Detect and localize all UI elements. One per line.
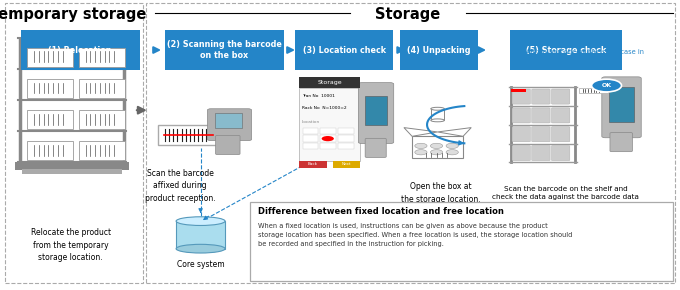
Text: OK: OK — [602, 83, 611, 88]
Text: Location: Location — [302, 120, 320, 124]
FancyBboxPatch shape — [610, 133, 632, 152]
FancyBboxPatch shape — [532, 108, 550, 123]
FancyBboxPatch shape — [216, 135, 240, 155]
Bar — [15, 162, 129, 170]
Polygon shape — [438, 128, 471, 136]
FancyBboxPatch shape — [551, 89, 570, 104]
Bar — [303, 135, 318, 142]
Polygon shape — [404, 128, 438, 136]
Bar — [320, 143, 336, 149]
FancyBboxPatch shape — [20, 30, 139, 70]
Text: Next: Next — [341, 162, 351, 166]
Bar — [79, 48, 125, 67]
Text: (1) Relocation: (1) Relocation — [48, 46, 112, 55]
FancyBboxPatch shape — [512, 108, 530, 123]
FancyBboxPatch shape — [358, 83, 394, 144]
Bar — [320, 135, 336, 142]
Bar — [215, 113, 242, 128]
Bar — [303, 143, 318, 149]
Bar — [320, 128, 336, 134]
FancyBboxPatch shape — [207, 109, 252, 141]
Ellipse shape — [176, 217, 225, 226]
FancyBboxPatch shape — [512, 127, 530, 142]
Bar — [299, 77, 360, 88]
Bar — [27, 48, 73, 67]
FancyBboxPatch shape — [551, 108, 570, 123]
Bar — [511, 89, 526, 92]
Text: Affix a barcode on the shelf/case in
advance.: Affix a barcode on the shelf/case in adv… — [526, 49, 645, 63]
FancyBboxPatch shape — [365, 138, 386, 157]
Circle shape — [592, 79, 622, 92]
Text: Temporary storage: Temporary storage — [0, 7, 146, 22]
Ellipse shape — [176, 244, 225, 253]
Circle shape — [446, 150, 458, 155]
Bar — [299, 161, 326, 168]
FancyBboxPatch shape — [250, 202, 673, 281]
Bar — [333, 161, 360, 168]
FancyBboxPatch shape — [551, 127, 570, 142]
Circle shape — [415, 143, 427, 148]
Bar — [158, 125, 218, 145]
Text: Tran No  10001: Tran No 10001 — [302, 94, 335, 98]
FancyBboxPatch shape — [512, 146, 530, 161]
FancyBboxPatch shape — [294, 30, 393, 70]
Bar — [579, 88, 608, 93]
Text: Relocate the product
from the temporary
storage location.: Relocate the product from the temporary … — [31, 228, 111, 262]
Circle shape — [322, 136, 334, 141]
Bar — [79, 141, 125, 160]
Text: Scan the barcode
affixed during
product reception.: Scan the barcode affixed during product … — [145, 168, 216, 203]
Text: Difference between fixed location and free location: Difference between fixed location and fr… — [258, 207, 505, 216]
Text: Open the box at
the storage location.: Open the box at the storage location. — [401, 182, 481, 204]
Bar — [338, 143, 354, 149]
Text: Scan the barcode on the shelf and
check the data against the barcode data
on the: Scan the barcode on the shelf and check … — [492, 186, 639, 209]
FancyBboxPatch shape — [602, 77, 641, 138]
Text: Back: Back — [307, 162, 318, 166]
Bar — [79, 110, 125, 129]
Text: (5) Storage check: (5) Storage check — [526, 46, 606, 55]
FancyBboxPatch shape — [551, 146, 570, 161]
Text: When a fixed location is used, instructions can be given as above because the pr: When a fixed location is used, instructi… — [258, 223, 573, 247]
Text: Storage: Storage — [375, 7, 441, 22]
Bar — [27, 141, 73, 160]
FancyBboxPatch shape — [165, 30, 284, 70]
Bar — [431, 109, 445, 120]
Bar — [299, 88, 360, 161]
Bar — [365, 96, 387, 125]
Text: Core system: Core system — [177, 260, 224, 269]
Circle shape — [430, 143, 443, 148]
Bar — [27, 79, 73, 98]
Bar — [22, 169, 122, 174]
Text: (2) Scanning the barcode
on the box: (2) Scanning the barcode on the box — [167, 40, 282, 60]
FancyBboxPatch shape — [510, 30, 622, 70]
Ellipse shape — [431, 107, 445, 110]
FancyBboxPatch shape — [512, 89, 530, 104]
Bar — [338, 135, 354, 142]
Bar — [303, 128, 318, 134]
Bar — [412, 136, 463, 158]
FancyBboxPatch shape — [532, 89, 550, 104]
Text: (4) Unpacking: (4) Unpacking — [407, 46, 471, 55]
FancyBboxPatch shape — [532, 127, 550, 142]
Circle shape — [446, 143, 458, 148]
Bar — [338, 128, 354, 134]
Circle shape — [430, 150, 443, 155]
Text: (3) Location check: (3) Location check — [303, 46, 386, 55]
Ellipse shape — [431, 119, 445, 122]
FancyBboxPatch shape — [400, 30, 477, 70]
Text: Rack No  N=1000=2: Rack No N=1000=2 — [302, 106, 347, 110]
Bar — [609, 87, 634, 122]
Text: Storage: Storage — [318, 80, 342, 85]
Bar — [176, 221, 225, 249]
Bar — [27, 110, 73, 129]
Circle shape — [415, 150, 427, 155]
Bar — [79, 79, 125, 98]
FancyBboxPatch shape — [532, 146, 550, 161]
